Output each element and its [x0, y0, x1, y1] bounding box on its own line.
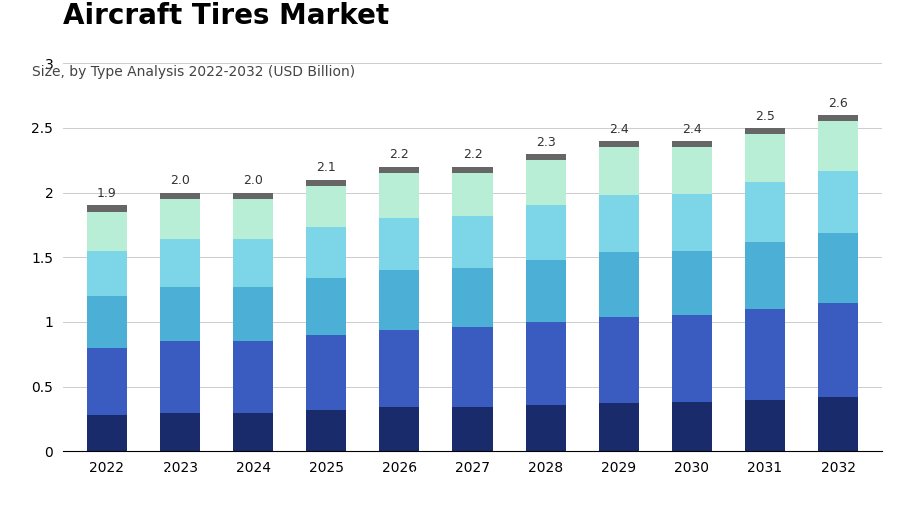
Bar — [233, 193, 274, 199]
Text: 2.4: 2.4 — [682, 123, 702, 136]
Text: MarketResearch: MarketResearch — [567, 473, 694, 487]
Bar — [818, 232, 859, 302]
Text: ✓: ✓ — [534, 479, 553, 499]
Bar — [818, 302, 859, 397]
Bar — [160, 239, 200, 287]
Bar — [526, 404, 566, 451]
Bar — [818, 122, 859, 170]
Bar — [306, 410, 346, 451]
Text: 2.0: 2.0 — [243, 174, 263, 187]
Bar — [671, 402, 712, 451]
Bar — [598, 195, 639, 252]
Bar — [86, 251, 127, 296]
Bar — [453, 167, 492, 173]
Bar — [453, 268, 492, 327]
Text: $2.6B: $2.6B — [419, 474, 509, 503]
Bar — [233, 199, 274, 239]
Bar — [379, 407, 419, 451]
Bar — [233, 412, 274, 451]
Bar — [160, 341, 200, 412]
Text: 2.3: 2.3 — [536, 136, 555, 148]
Bar — [818, 397, 859, 451]
Bar — [745, 182, 785, 242]
Bar — [671, 141, 712, 147]
Text: 2.2: 2.2 — [463, 148, 482, 161]
Bar — [86, 415, 127, 451]
Text: 2.6: 2.6 — [828, 97, 848, 110]
Bar — [306, 335, 346, 410]
Bar — [233, 341, 274, 412]
Text: The Market will Grow
At the CAGR of:: The Market will Grow At the CAGR of: — [79, 471, 204, 499]
Bar — [306, 186, 346, 227]
Bar — [233, 287, 274, 341]
Bar — [598, 141, 639, 147]
Bar — [86, 348, 127, 415]
Text: 2.1: 2.1 — [317, 161, 336, 175]
Bar — [379, 270, 419, 330]
Bar — [671, 194, 712, 251]
Bar — [745, 242, 785, 309]
Bar — [526, 154, 566, 160]
Bar — [453, 173, 492, 216]
Bar — [818, 115, 859, 122]
Bar — [526, 206, 566, 260]
Bar — [306, 179, 346, 186]
Text: .biz: .biz — [686, 474, 705, 485]
Bar — [598, 317, 639, 403]
Bar — [598, 252, 639, 317]
Text: Aircraft Tires Market: Aircraft Tires Market — [63, 2, 389, 30]
Text: The forecasted market
size for 2032 in USD:: The forecasted market size for 2032 in U… — [296, 471, 431, 499]
Bar — [453, 407, 492, 451]
Text: WIDE RANGE OF GLOBAL MARKET REPORTS: WIDE RANGE OF GLOBAL MARKET REPORTS — [567, 498, 750, 507]
Bar — [86, 212, 127, 251]
Text: 2.0: 2.0 — [170, 174, 190, 187]
Bar — [598, 147, 639, 195]
Bar — [526, 322, 566, 404]
Text: 3.3%: 3.3% — [198, 474, 275, 503]
Bar — [160, 412, 200, 451]
Bar — [160, 287, 200, 341]
Bar — [671, 147, 712, 194]
Bar — [379, 167, 419, 173]
Bar — [598, 403, 639, 451]
Bar — [379, 218, 419, 270]
Text: 2.5: 2.5 — [755, 109, 775, 123]
Bar — [745, 128, 785, 134]
Bar — [379, 330, 419, 407]
Text: 2.4: 2.4 — [609, 123, 628, 136]
Bar — [526, 260, 566, 322]
Bar — [671, 251, 712, 316]
Bar — [379, 173, 419, 218]
Bar — [745, 400, 785, 451]
Bar — [453, 216, 492, 268]
Text: Size, by Type Analysis 2022-2032 (USD Billion): Size, by Type Analysis 2022-2032 (USD Bi… — [32, 65, 355, 79]
Bar — [745, 309, 785, 400]
Bar — [160, 193, 200, 199]
Text: 1.9: 1.9 — [97, 187, 117, 200]
Bar — [160, 199, 200, 239]
Bar — [671, 316, 712, 402]
Bar — [306, 278, 346, 335]
Bar — [818, 170, 859, 232]
Bar — [86, 206, 127, 212]
Bar — [86, 296, 127, 348]
Text: 2.2: 2.2 — [390, 148, 410, 161]
Bar — [745, 134, 785, 182]
Bar — [306, 227, 346, 278]
Bar — [233, 239, 274, 287]
Bar — [526, 160, 566, 206]
Bar — [453, 327, 492, 407]
